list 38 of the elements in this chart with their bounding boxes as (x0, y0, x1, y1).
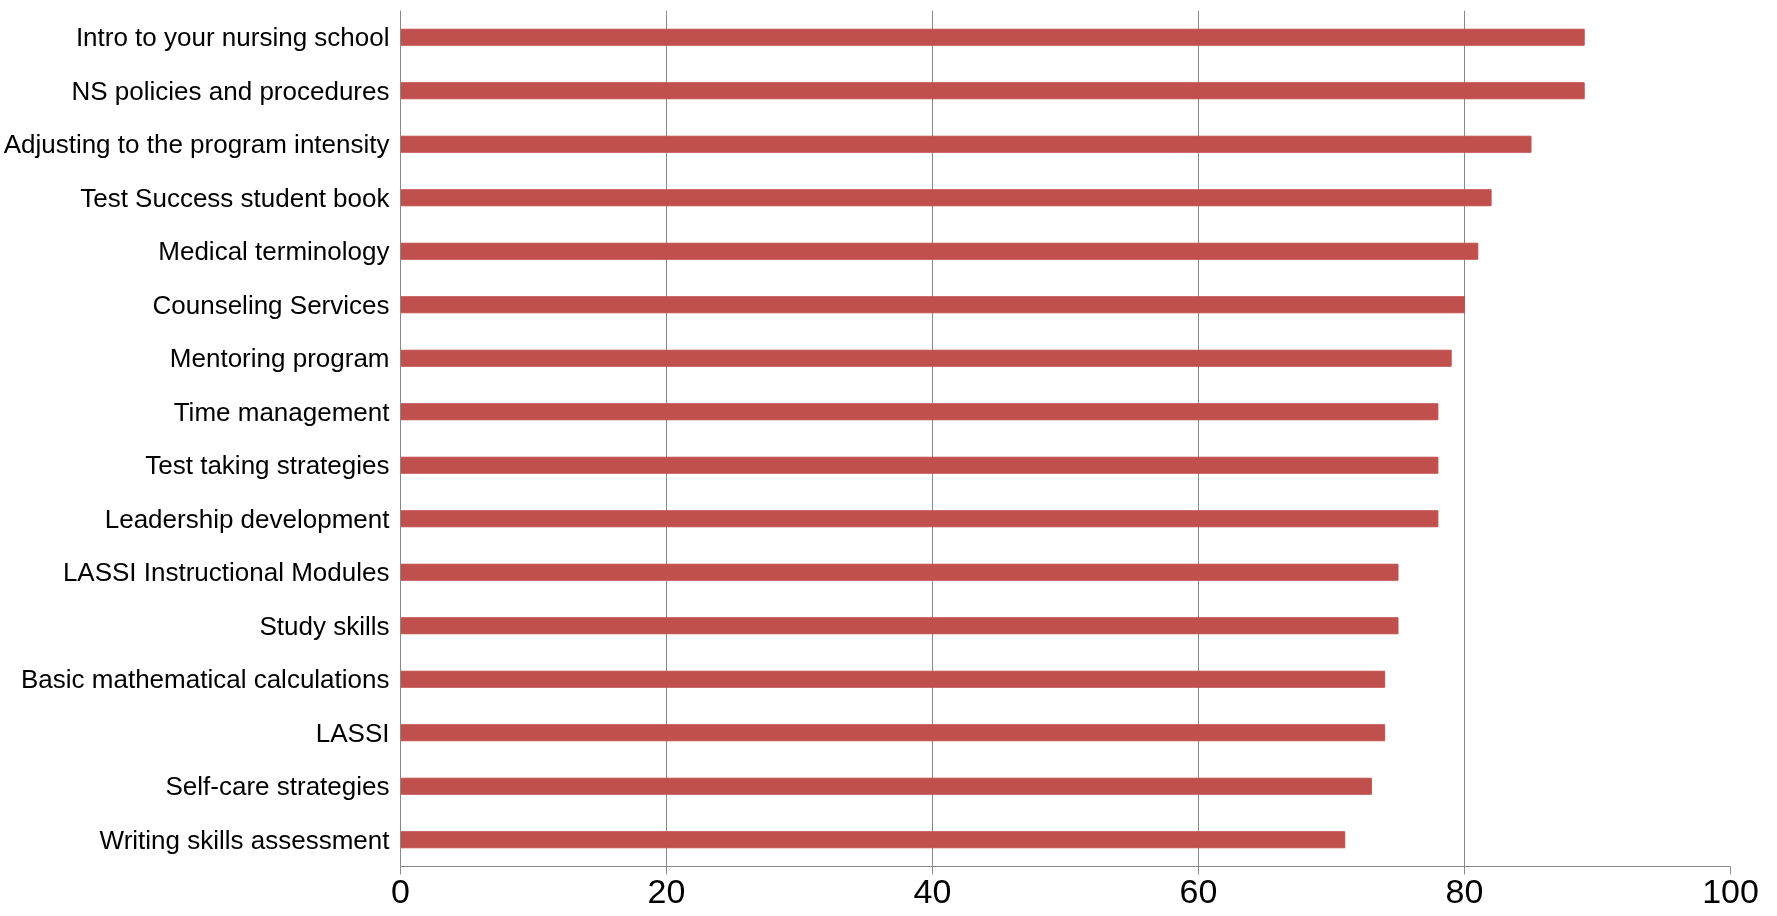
y-tick-label: NS policies and procedures (71, 75, 390, 106)
bar (400, 28, 1585, 46)
x-tick-label: 100 (1702, 871, 1759, 910)
bar (400, 724, 1386, 742)
x-tick-label: 60 (1179, 871, 1218, 910)
y-tick-label: Test Success student book (80, 182, 391, 213)
y-tick-label: LASSI Instructional Modules (62, 557, 390, 588)
y-tick-label: Adjusting to the program intensity (3, 129, 390, 160)
x-tick-label: 20 (647, 871, 686, 910)
bar (400, 456, 1439, 474)
y-tick-label: Medical terminology (158, 236, 390, 267)
bar (400, 349, 1452, 367)
y-tick-label: Leadership development (104, 503, 391, 534)
x-tick-label: 80 (1445, 871, 1484, 910)
bar (400, 135, 1532, 153)
y-tick-label: Writing skills assessment (99, 824, 391, 855)
bar (400, 510, 1439, 528)
bar (400, 296, 1465, 314)
y-tick-label: Counseling Services (152, 289, 390, 320)
y-tick-label: Mentoring program (169, 343, 390, 374)
y-tick-label: Test taking strategies (145, 450, 390, 481)
y-tick-label: Time management (173, 396, 391, 427)
bar (400, 831, 1346, 849)
bar (400, 189, 1492, 207)
bar (400, 563, 1399, 581)
bar (400, 82, 1585, 100)
bar (400, 670, 1386, 688)
y-tick-label: Basic mathematical calculations (21, 664, 390, 695)
bar (400, 242, 1479, 260)
y-tick-label: Study skills (259, 610, 390, 641)
x-tick-label: 40 (913, 871, 952, 910)
y-tick-label: Self-care strategies (165, 771, 390, 802)
y-tick-label: LASSI (315, 717, 390, 748)
bar (400, 617, 1399, 635)
y-tick-label: Intro to your nursing school (75, 22, 390, 53)
bar (400, 403, 1439, 421)
x-tick-label: 0 (391, 871, 410, 910)
bar (400, 777, 1372, 795)
